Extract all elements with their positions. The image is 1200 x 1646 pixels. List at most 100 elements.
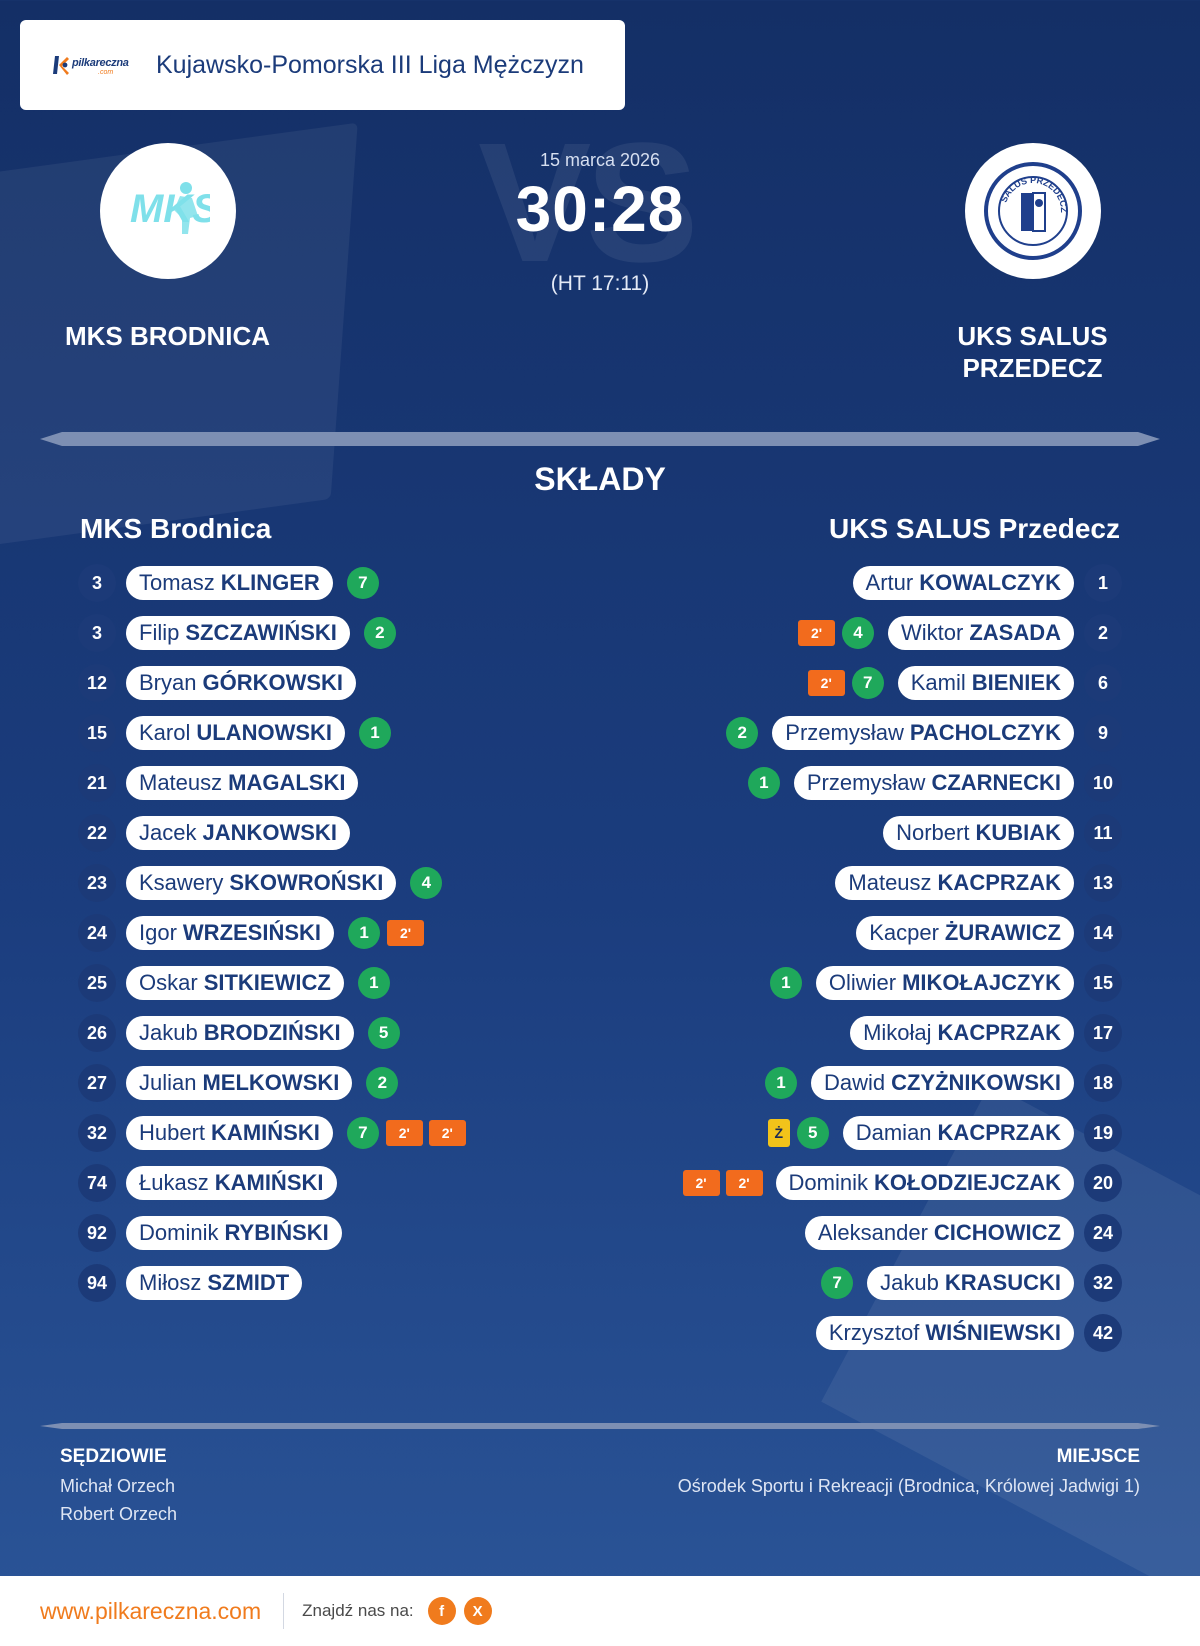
referee-name: Michał Orzech	[60, 1476, 176, 1496]
player-number: 25	[78, 964, 116, 1002]
player-first-name: Dawid	[823, 1070, 886, 1095]
player-last-name: GÓRKOWSKI	[202, 670, 344, 695]
player-number: 3	[78, 564, 116, 602]
player-last-name: KRASUCKI	[944, 1270, 1061, 1295]
player-number: 9	[1084, 714, 1122, 752]
player-first-name: Miłosz	[139, 1270, 202, 1295]
player-last-name: KAMIŃSKI	[211, 1120, 320, 1145]
player-stats: 1	[744, 767, 784, 799]
player-stats: 1	[354, 967, 394, 999]
player-name: Tomasz KLINGER	[126, 566, 333, 600]
player-number: 22	[78, 814, 116, 852]
player-last-name: CICHOWICZ	[933, 1220, 1061, 1245]
player-last-name: ULANOWSKI	[196, 720, 333, 745]
player-name: Jakub BRODZIŃSKI	[126, 1016, 354, 1050]
player-last-name: MELKOWSKI	[202, 1070, 340, 1095]
goals-badge: 1	[764, 1067, 797, 1099]
player-stats: 1	[761, 1067, 801, 1099]
player-row: 2 Wiktor ZASADA 4 2'	[562, 608, 1122, 658]
player-first-name: Jacek	[139, 820, 197, 845]
suspension-badge: 2'	[807, 670, 845, 696]
venue-title: MIEJSCE	[1056, 1446, 1140, 1467]
player-name: Karol ULANOWSKI	[126, 716, 346, 750]
player-first-name: Kamil	[910, 670, 966, 695]
player-stats: 1 2'	[344, 917, 427, 949]
player-number: 26	[78, 1014, 116, 1052]
home-team-badge-icon: MKS	[100, 143, 236, 279]
home-lineup-title: MKS Brodnica	[80, 513, 272, 544]
player-number: 24	[78, 914, 116, 952]
player-number: 92	[78, 1214, 116, 1252]
suspension-badge: 2'	[798, 620, 835, 646]
player-last-name: SZCZAWIŃSKI	[185, 620, 337, 645]
site-link[interactable]: www.pilkareczna.com	[40, 1597, 262, 1624]
suspension-badge: 2'	[385, 1120, 423, 1146]
goals-badge: 5	[367, 1017, 400, 1049]
player-name: Dawid CZYŻNIKOWSKI	[810, 1066, 1074, 1100]
facebook-icon[interactable]: f	[427, 1597, 456, 1625]
goals-badge: 4	[842, 617, 874, 649]
player-name: Hubert KAMIŃSKI	[126, 1116, 333, 1150]
player-number: 15	[78, 714, 116, 752]
league-logo-suffix: .com	[98, 69, 114, 76]
player-last-name: KOŁODZIEJCZAK	[874, 1170, 1061, 1195]
player-first-name: Kacper	[869, 920, 939, 945]
player-first-name: Damian	[855, 1120, 932, 1145]
player-name: Łukasz KAMIŃSKI	[126, 1166, 337, 1200]
home-badge-text: MKS	[130, 187, 210, 231]
x-icon[interactable]: X	[463, 1597, 492, 1625]
player-name: Przemysław CZARNECKI	[793, 766, 1074, 800]
player-name: Jacek JANKOWSKI	[126, 816, 350, 850]
away-lineup-title: UKS SALUS Przedecz	[829, 513, 1120, 544]
player-number: 32	[1084, 1264, 1122, 1302]
player-first-name: Mateusz	[139, 770, 223, 795]
player-first-name: Norbert	[896, 820, 970, 845]
find-us-label: Znajdź nas na:	[302, 1601, 414, 1620]
goals-badge: 1	[359, 717, 392, 749]
player-last-name: KOWALCZYK	[919, 570, 1061, 595]
player-number: 6	[1084, 664, 1122, 702]
goals-badge: 2	[726, 717, 759, 749]
player-name: Filip SZCZAWIŃSKI	[126, 616, 350, 650]
player-first-name: Ksawery	[139, 870, 224, 895]
league-logo-icon: pilkareczna .com	[50, 50, 142, 80]
player-name: Oliwier MIKOŁAJCZYK	[815, 966, 1074, 1000]
player-number: 15	[1084, 964, 1122, 1002]
player-number: 11	[1084, 814, 1122, 852]
player-last-name: SZMIDT	[207, 1270, 290, 1295]
player-row: 9 Przemysław PACHOLCZYK 2	[562, 708, 1122, 758]
goals-badge: 1	[769, 967, 802, 999]
player-stats: 7	[343, 567, 383, 599]
player-row: 25 Oskar SITKIEWICZ 1	[78, 958, 638, 1008]
player-name: Ksawery SKOWROŃSKI	[126, 866, 397, 900]
player-stats: 1	[766, 967, 806, 999]
goals-badge: 7	[821, 1267, 854, 1299]
player-stats: 7 2' 2'	[343, 1117, 469, 1149]
player-last-name: RYBIŃSKI	[224, 1220, 329, 1245]
player-last-name: WIŚNIEWSKI	[925, 1320, 1061, 1345]
player-last-name: MAGALSKI	[228, 770, 346, 795]
player-number: 21	[78, 764, 116, 802]
player-last-name: MIKOŁAJCZYK	[902, 970, 1061, 995]
player-row: 32 Hubert KAMIŃSKI 7 2' 2'	[78, 1108, 638, 1158]
player-number: 12	[78, 664, 116, 702]
home-lineup: 3 Tomasz KLINGER 7 3 Filip SZCZAWIŃSKI 2 12 Bryan…	[78, 558, 638, 1308]
player-last-name: KACPRZAK	[937, 870, 1061, 895]
goals-badge: 2	[363, 617, 396, 649]
player-first-name: Jakub	[880, 1270, 939, 1295]
player-number: 42	[1084, 1314, 1122, 1352]
player-last-name: SKOWROŃSKI	[229, 870, 384, 895]
player-row: 74 Łukasz KAMIŃSKI	[78, 1158, 638, 1208]
player-name: Krzysztof WIŚNIEWSKI	[815, 1316, 1074, 1350]
player-name: Bryan GÓRKOWSKI	[126, 666, 357, 700]
goals-badge: 7	[851, 667, 884, 699]
player-number: 23	[78, 864, 116, 902]
player-name: Przemysław PACHOLCZYK	[772, 716, 1074, 750]
player-stats: 4	[406, 867, 446, 899]
player-name: Dominik RYBIŃSKI	[126, 1216, 342, 1250]
player-row: 14 Kacper ŻURAWICZ	[562, 908, 1122, 958]
player-name: Jakub KRASUCKI	[867, 1266, 1074, 1300]
player-row: 22 Jacek JANKOWSKI	[78, 808, 638, 858]
player-last-name: SITKIEWICZ	[203, 970, 331, 995]
player-first-name: Przemysław	[785, 720, 904, 745]
